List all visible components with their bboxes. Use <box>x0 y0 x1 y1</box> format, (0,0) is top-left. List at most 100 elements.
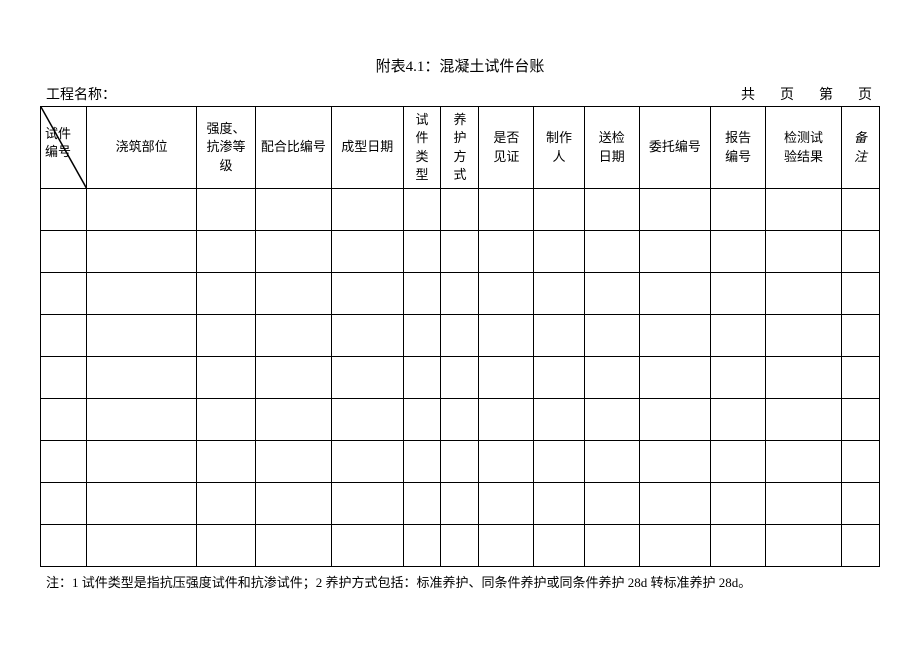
table-cell <box>403 525 441 567</box>
table-cell <box>479 441 534 483</box>
table-row <box>41 483 880 525</box>
table-cell <box>584 525 639 567</box>
table-cell <box>479 525 534 567</box>
col-header-2: 强度、抗渗等级 <box>196 107 255 189</box>
table-cell <box>256 357 332 399</box>
table-cell <box>841 357 879 399</box>
table-cell <box>841 189 879 231</box>
table-cell <box>441 189 479 231</box>
table-cell <box>584 483 639 525</box>
table-cell <box>766 189 842 231</box>
table-cell <box>41 231 87 273</box>
table-cell <box>639 525 711 567</box>
project-name-label: 工程名称： <box>46 84 741 104</box>
table-cell <box>196 525 255 567</box>
table-cell <box>41 483 87 525</box>
table-cell <box>87 231 197 273</box>
table-cell <box>331 315 403 357</box>
table-cell <box>479 189 534 231</box>
table-cell <box>41 399 87 441</box>
col-header-5-label: 试件类型 <box>405 111 440 184</box>
table-cell <box>479 231 534 273</box>
table-cell <box>87 315 197 357</box>
col-header-7: 是否见证 <box>479 107 534 189</box>
table-cell <box>87 273 197 315</box>
col-header-8-label: 制作人 <box>535 129 583 165</box>
table-row <box>41 441 880 483</box>
col-header-6-label: 养护方式 <box>442 111 477 184</box>
table-cell <box>441 315 479 357</box>
table-cell <box>584 315 639 357</box>
col-header-7-label: 是否见证 <box>480 129 532 165</box>
ledger-table: 试件编号 浇筑部位 强度、抗渗等级 配合比编号 成型日期 试件类型 养护方式 是… <box>40 106 880 567</box>
table-cell <box>841 441 879 483</box>
table-cell <box>87 399 197 441</box>
table-cell <box>331 525 403 567</box>
table-cell <box>639 399 711 441</box>
table-cell <box>196 483 255 525</box>
col-header-specimen-id: 试件编号 <box>41 107 87 189</box>
col-header-13-label: 备注 <box>843 129 878 165</box>
table-cell <box>256 441 332 483</box>
table-cell <box>534 441 585 483</box>
table-cell <box>331 189 403 231</box>
table-cell <box>479 357 534 399</box>
table-cell <box>584 399 639 441</box>
table-cell <box>87 525 197 567</box>
table-cell <box>403 189 441 231</box>
table-cell <box>331 399 403 441</box>
pages-current-unit: 页 <box>858 84 874 104</box>
table-cell <box>256 315 332 357</box>
table-cell <box>841 399 879 441</box>
pages-total-prefix: 共 <box>741 84 757 104</box>
table-cell <box>711 315 766 357</box>
table-cell <box>711 399 766 441</box>
table-cell <box>41 525 87 567</box>
col-header-9-label: 送检日期 <box>586 129 638 165</box>
table-cell <box>403 357 441 399</box>
table-cell <box>841 273 879 315</box>
table-cell <box>256 525 332 567</box>
table-cell <box>639 483 711 525</box>
table-cell <box>479 315 534 357</box>
table-row <box>41 399 880 441</box>
table-cell <box>256 273 332 315</box>
table-cell <box>639 231 711 273</box>
table-cell <box>766 357 842 399</box>
table-cell <box>403 231 441 273</box>
table-cell <box>841 483 879 525</box>
col-header-10: 委托编号 <box>639 107 711 189</box>
col-header-9: 送检日期 <box>584 107 639 189</box>
table-cell <box>841 525 879 567</box>
col-header-2-label: 强度、抗渗等级 <box>198 120 254 175</box>
table-cell <box>331 357 403 399</box>
table-cell <box>584 189 639 231</box>
table-cell <box>403 399 441 441</box>
table-row <box>41 315 880 357</box>
table-cell <box>534 357 585 399</box>
col-header-6: 养护方式 <box>441 107 479 189</box>
table-cell <box>196 357 255 399</box>
col-header-5: 试件类型 <box>403 107 441 189</box>
table-cell <box>256 399 332 441</box>
table-cell <box>87 189 197 231</box>
col-header-1: 浇筑部位 <box>87 107 197 189</box>
pages-total-unit: 页 <box>780 84 796 104</box>
table-cell <box>711 525 766 567</box>
table-cell <box>331 483 403 525</box>
col-header-11: 报告编号 <box>711 107 766 189</box>
table-row <box>41 525 880 567</box>
table-cell <box>639 189 711 231</box>
table-cell <box>196 315 255 357</box>
table-row <box>41 231 880 273</box>
table-cell <box>534 273 585 315</box>
col-header-3: 配合比编号 <box>256 107 332 189</box>
table-cell <box>403 315 441 357</box>
table-cell <box>256 231 332 273</box>
col-header-8: 制作人 <box>534 107 585 189</box>
table-cell <box>711 441 766 483</box>
table-title: 附表4.1：混凝土试件台账 <box>40 55 880 76</box>
table-cell <box>711 357 766 399</box>
table-cell <box>196 273 255 315</box>
table-cell <box>584 357 639 399</box>
